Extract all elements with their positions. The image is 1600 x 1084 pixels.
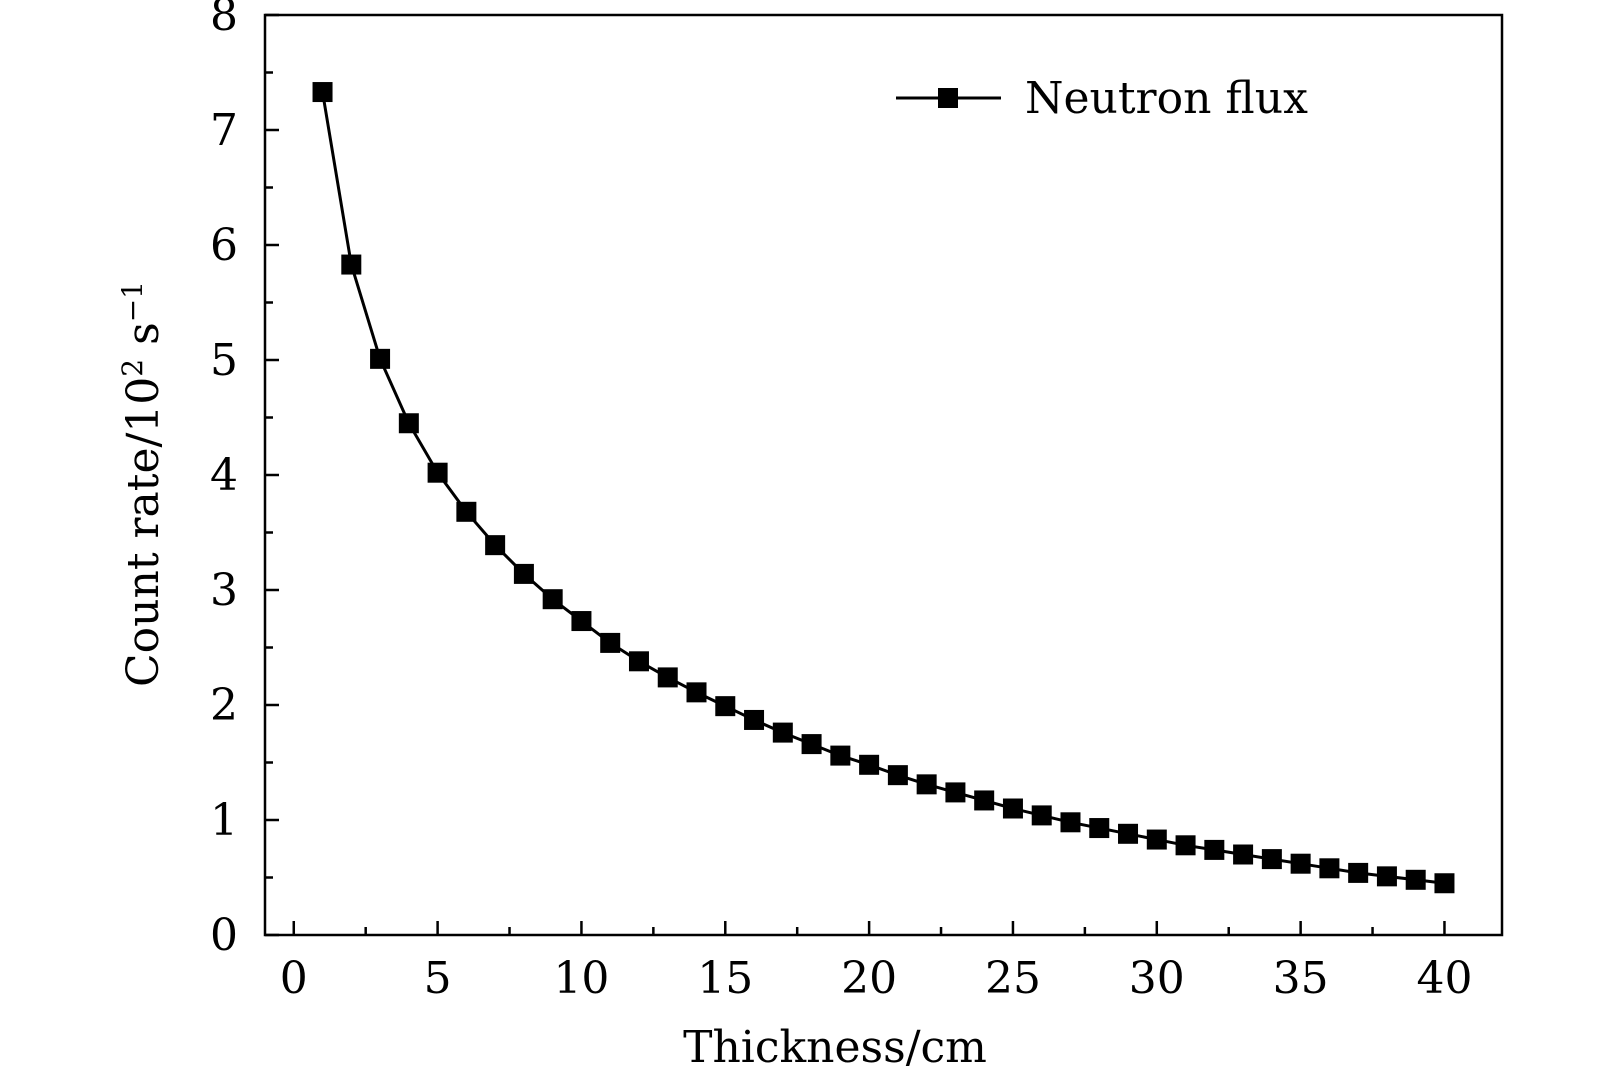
data-point [456,501,477,522]
data-point [686,682,707,703]
y-axis-label: Count rate/102 s−1 [116,281,169,687]
data-point [772,722,793,743]
data-point [1089,818,1110,839]
data-point [830,745,851,766]
data-point [1002,798,1023,819]
data-point [542,589,563,610]
x-tick-label: 10 [553,953,609,1004]
data-point [1146,829,1167,850]
y-tick-label: 7 [210,105,238,156]
data-point [1319,858,1340,879]
y-tick-label: 5 [210,335,238,386]
y-tick-label: 3 [210,565,238,616]
data-point [341,254,362,275]
plot-frame [263,13,1504,937]
x-tick-label: 40 [1416,953,1472,1004]
y-tick-label: 8 [210,0,238,41]
data-point [1290,853,1311,874]
data-point [427,462,448,483]
data-point [859,754,880,775]
data-point [485,535,506,556]
data-point [1434,873,1455,894]
legend-marker [938,88,958,108]
y-axis-label-unit-exponent: −1 [116,281,149,322]
y-tick-label: 2 [210,680,238,731]
data-point [715,696,736,717]
data-point [1348,862,1369,883]
series-layer [312,82,1455,894]
data-point [513,563,534,584]
y-axis-label-base: Count rate/10 [118,377,169,687]
data-point [1376,866,1397,887]
data-point [1118,823,1139,844]
data-point [887,765,908,786]
x-axis-label: Thickness/cm [683,1022,987,1073]
x-tick-label: 25 [985,953,1041,1004]
data-point [1233,844,1254,865]
data-point [801,734,822,755]
data-point [628,651,649,672]
data-point [398,413,419,434]
legend-label: Neutron flux [1025,73,1308,124]
y-tick-label: 0 [210,910,238,961]
y-axis-label-unit: s [118,322,169,359]
x-tick-label: 20 [841,953,897,1004]
data-point [1175,835,1196,856]
series-line [321,91,1445,885]
x-tick-label: 0 [280,953,308,1004]
data-point [600,632,621,653]
x-axis: 0 5 10 15 20 25 30 35 40 [280,921,1472,1004]
data-point [657,667,678,688]
data-point [571,611,592,632]
data-point [1261,849,1282,870]
y-axis-label-exponent: 2 [116,359,149,377]
x-tick-label: 30 [1129,953,1185,1004]
y-tick-label: 6 [210,220,238,271]
data-point [1060,812,1081,833]
data-point [945,782,966,803]
legend: Neutron flux [896,73,1308,124]
data-point [1204,839,1225,860]
data-point [312,82,333,103]
data-point [744,709,765,730]
x-tick-label: 15 [697,953,753,1004]
data-point [974,790,995,811]
data-point [1405,869,1426,890]
y-tick-label: 1 [210,795,238,846]
data-point [1031,805,1052,826]
x-tick-label: 5 [424,953,452,1004]
y-axis: 0 1 2 3 4 5 6 7 8 [210,0,279,961]
y-tick-label: 4 [210,450,238,501]
data-point [916,774,937,795]
data-point [370,348,391,369]
x-tick-label: 35 [1273,953,1329,1004]
